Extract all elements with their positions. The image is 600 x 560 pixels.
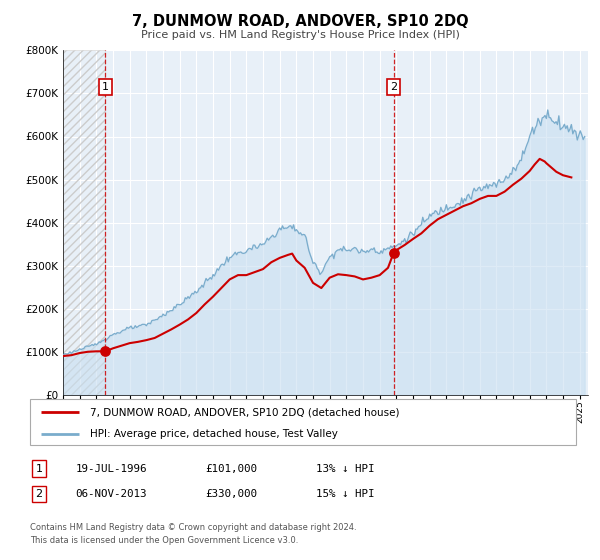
Text: 1: 1 xyxy=(35,464,43,474)
FancyBboxPatch shape xyxy=(30,399,576,445)
Text: 06-NOV-2013: 06-NOV-2013 xyxy=(75,489,147,499)
Text: 7, DUNMOW ROAD, ANDOVER, SP10 2DQ (detached house): 7, DUNMOW ROAD, ANDOVER, SP10 2DQ (detac… xyxy=(90,407,400,417)
Text: 2: 2 xyxy=(390,82,397,92)
Text: Price paid vs. HM Land Registry's House Price Index (HPI): Price paid vs. HM Land Registry's House … xyxy=(140,30,460,40)
Text: 19-JUL-1996: 19-JUL-1996 xyxy=(75,464,147,474)
Text: 2: 2 xyxy=(35,489,43,499)
Text: This data is licensed under the Open Government Licence v3.0.: This data is licensed under the Open Gov… xyxy=(30,536,298,545)
Text: £101,000: £101,000 xyxy=(205,464,257,474)
Point xyxy=(389,248,398,257)
Text: 1: 1 xyxy=(102,82,109,92)
Text: HPI: Average price, detached house, Test Valley: HPI: Average price, detached house, Test… xyxy=(90,429,338,438)
Text: 13% ↓ HPI: 13% ↓ HPI xyxy=(316,464,374,474)
Point xyxy=(101,347,110,356)
Text: 7, DUNMOW ROAD, ANDOVER, SP10 2DQ: 7, DUNMOW ROAD, ANDOVER, SP10 2DQ xyxy=(131,14,469,29)
Text: 15% ↓ HPI: 15% ↓ HPI xyxy=(316,489,374,499)
Text: Contains HM Land Registry data © Crown copyright and database right 2024.: Contains HM Land Registry data © Crown c… xyxy=(30,523,356,532)
Text: £330,000: £330,000 xyxy=(205,489,257,499)
